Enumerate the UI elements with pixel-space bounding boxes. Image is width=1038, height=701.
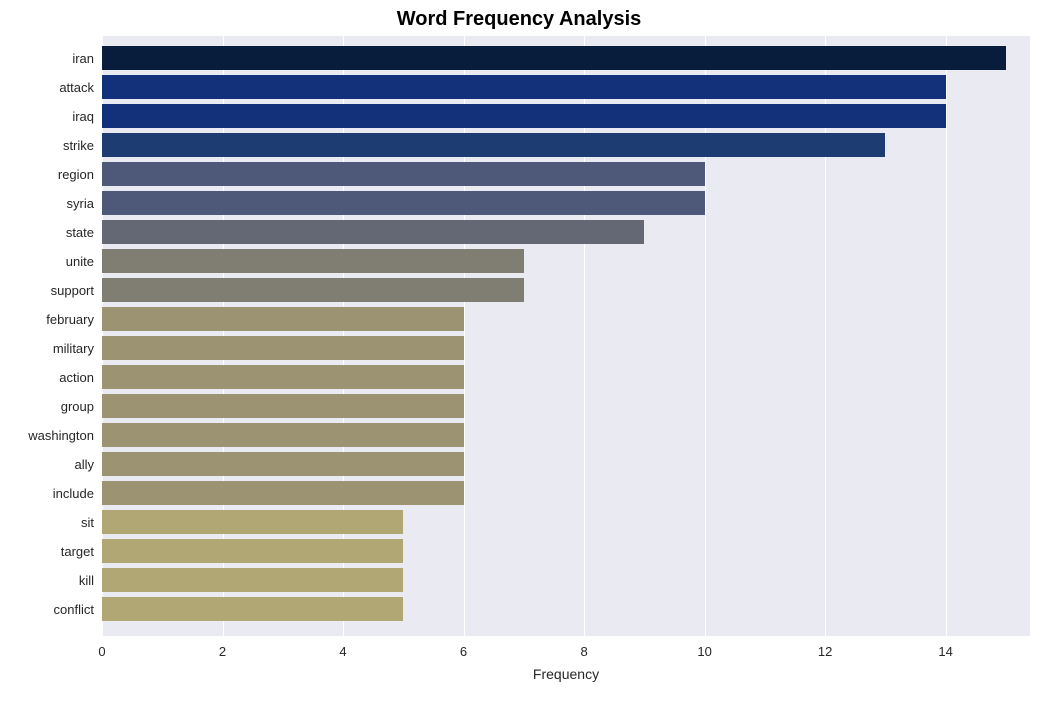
chart-container: Word Frequency Analysis 0 2 4 6 8 10 12 14 Frequ…	[0, 0, 1038, 701]
y-tick-label: state	[66, 225, 94, 240]
bar	[102, 510, 403, 534]
y-tick-label: group	[61, 399, 94, 414]
y-tick-label: conflict	[54, 602, 94, 617]
bar	[102, 75, 946, 99]
bar	[102, 191, 705, 215]
bar	[102, 539, 403, 563]
y-tick-label: strike	[63, 138, 94, 153]
x-tick-label: 8	[580, 644, 587, 659]
bar	[102, 220, 644, 244]
y-tick-label: region	[58, 167, 94, 182]
x-tick-label: 6	[460, 644, 467, 659]
grid-line	[946, 36, 947, 636]
y-tick-label: sit	[81, 515, 94, 530]
y-tick-label: syria	[67, 196, 94, 211]
bar	[102, 133, 885, 157]
y-tick-label: february	[46, 312, 94, 327]
chart-title: Word Frequency Analysis	[0, 0, 1038, 31]
bar	[102, 278, 524, 302]
bar	[102, 597, 403, 621]
y-tick-label: iran	[72, 51, 94, 66]
bar	[102, 46, 1006, 70]
bar	[102, 307, 464, 331]
y-tick-label: unite	[66, 254, 94, 269]
plot-area	[102, 36, 1030, 636]
bar	[102, 394, 464, 418]
x-tick-label: 14	[938, 644, 952, 659]
x-tick-label: 0	[98, 644, 105, 659]
bar	[102, 162, 705, 186]
y-tick-label: kill	[79, 573, 94, 588]
bar	[102, 365, 464, 389]
bar	[102, 452, 464, 476]
bar	[102, 104, 946, 128]
y-tick-label: ally	[74, 457, 94, 472]
x-tick-label: 2	[219, 644, 226, 659]
y-tick-label: iraq	[72, 109, 94, 124]
bar	[102, 249, 524, 273]
x-axis-label: Frequency	[533, 666, 599, 682]
x-tick-label: 12	[818, 644, 832, 659]
y-tick-label: include	[53, 486, 94, 501]
y-tick-label: attack	[59, 80, 94, 95]
bar	[102, 481, 464, 505]
x-tick-label: 10	[697, 644, 711, 659]
y-tick-label: support	[51, 283, 94, 298]
bar	[102, 423, 464, 447]
bar	[102, 568, 403, 592]
x-tick-label: 4	[339, 644, 346, 659]
bar	[102, 336, 464, 360]
y-tick-label: washington	[28, 428, 94, 443]
y-tick-label: action	[59, 370, 94, 385]
y-tick-label: military	[53, 341, 94, 356]
y-tick-label: target	[61, 544, 94, 559]
